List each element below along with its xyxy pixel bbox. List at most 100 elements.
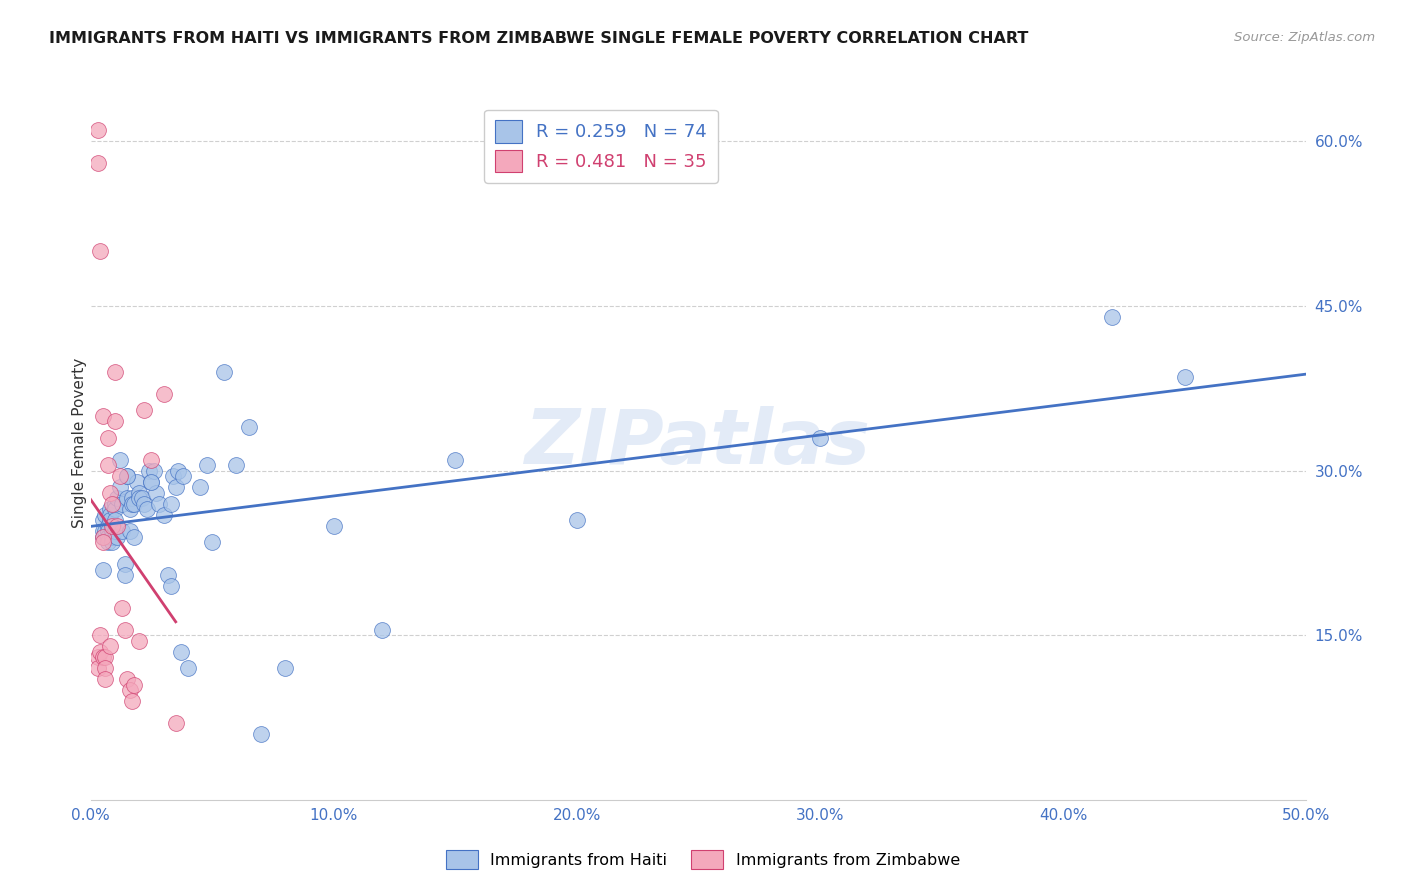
Point: [115, 469, 138, 483]
Point: [177, 661, 200, 675]
Point: [808, 431, 831, 445]
Point: [131, 491, 153, 505]
Point: [157, 568, 180, 582]
Point: [118, 524, 141, 538]
Point: [444, 452, 467, 467]
Point: [94, 661, 117, 675]
Point: [128, 634, 150, 648]
Point: [322, 518, 344, 533]
Point: [104, 502, 127, 516]
Point: [87, 650, 110, 665]
Point: [104, 365, 127, 379]
Point: [1173, 370, 1195, 384]
Point: [121, 491, 143, 505]
Point: [162, 469, 184, 483]
Point: [124, 678, 146, 692]
Point: [108, 452, 131, 467]
Point: [114, 568, 136, 582]
Point: [101, 530, 124, 544]
Text: IMMIGRANTS FROM HAITI VS IMMIGRANTS FROM ZIMBABWE SINGLE FEMALE POVERTY CORRELAT: IMMIGRANTS FROM HAITI VS IMMIGRANTS FROM…: [49, 31, 1029, 46]
Point: [274, 661, 297, 675]
Point: [145, 485, 167, 500]
Point: [101, 524, 124, 538]
Point: [94, 524, 117, 538]
Point: [89, 628, 111, 642]
Point: [91, 535, 114, 549]
Point: [97, 530, 120, 544]
Point: [97, 458, 120, 473]
Point: [98, 508, 121, 522]
Point: [108, 469, 131, 483]
Point: [91, 530, 114, 544]
Point: [118, 683, 141, 698]
Point: [141, 475, 163, 489]
Point: [94, 673, 117, 687]
Point: [105, 518, 128, 533]
Point: [89, 645, 111, 659]
Point: [91, 650, 114, 665]
Point: [87, 123, 110, 137]
Point: [94, 508, 117, 522]
Point: [91, 524, 114, 538]
Point: [214, 365, 236, 379]
Point: [188, 480, 211, 494]
Point: [98, 640, 121, 654]
Point: [101, 535, 124, 549]
Point: [91, 530, 114, 544]
Point: [94, 650, 117, 665]
Point: [105, 530, 128, 544]
Point: [104, 414, 127, 428]
Point: [108, 480, 131, 494]
Point: [565, 513, 588, 527]
Legend: Immigrants from Haiti, Immigrants from Zimbabwe: Immigrants from Haiti, Immigrants from Z…: [439, 844, 967, 875]
Y-axis label: Single Female Poverty: Single Female Poverty: [72, 358, 87, 528]
Point: [98, 513, 121, 527]
Point: [124, 497, 146, 511]
Point: [114, 557, 136, 571]
Point: [87, 156, 110, 170]
Point: [128, 491, 150, 505]
Point: [115, 673, 138, 687]
Point: [121, 694, 143, 708]
Point: [104, 497, 127, 511]
Point: [160, 497, 183, 511]
Point: [124, 530, 146, 544]
Point: [97, 431, 120, 445]
Point: [142, 464, 165, 478]
Point: [105, 491, 128, 505]
Point: [118, 502, 141, 516]
Point: [98, 502, 121, 516]
Point: [115, 491, 138, 505]
Point: [111, 601, 134, 615]
Point: [165, 480, 187, 494]
Point: [152, 508, 174, 522]
Point: [160, 579, 183, 593]
Point: [111, 497, 134, 511]
Point: [97, 524, 120, 538]
Point: [249, 727, 271, 741]
Point: [167, 464, 190, 478]
Point: [169, 645, 191, 659]
Text: ZIPatlas: ZIPatlas: [526, 406, 872, 480]
Text: Source: ZipAtlas.com: Source: ZipAtlas.com: [1234, 31, 1375, 45]
Legend: R = 0.259   N = 74, R = 0.481   N = 35: R = 0.259 N = 74, R = 0.481 N = 35: [484, 110, 718, 183]
Point: [225, 458, 247, 473]
Point: [104, 513, 127, 527]
Point: [141, 452, 163, 467]
Point: [128, 485, 150, 500]
Point: [125, 475, 148, 489]
Point: [1101, 310, 1123, 324]
Point: [371, 623, 394, 637]
Point: [135, 502, 157, 516]
Point: [89, 244, 111, 258]
Point: [91, 409, 114, 423]
Point: [132, 497, 155, 511]
Point: [138, 464, 160, 478]
Point: [238, 419, 260, 434]
Point: [91, 513, 114, 527]
Point: [111, 524, 134, 538]
Point: [172, 469, 194, 483]
Point: [152, 387, 174, 401]
Point: [201, 535, 224, 549]
Point: [97, 535, 120, 549]
